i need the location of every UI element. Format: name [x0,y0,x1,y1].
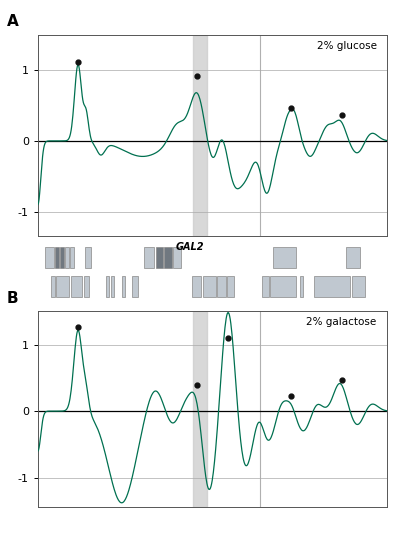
Bar [122,276,125,297]
Bar [203,276,215,297]
Bar [132,276,138,297]
Bar [156,246,163,267]
Bar [45,246,53,267]
Text: GAL2: GAL2 [176,242,204,252]
Bar [352,276,365,297]
Text: B: B [6,291,18,306]
Bar [55,246,59,267]
Bar [144,246,154,267]
Bar [217,276,227,297]
Bar [106,276,109,297]
Bar [193,35,207,236]
Text: 2% glucose: 2% glucose [316,41,377,51]
Bar [263,276,269,297]
Bar [300,276,303,297]
Bar [273,246,296,267]
Bar [111,276,114,297]
Bar [84,276,89,297]
Bar [270,276,296,297]
Bar [314,276,350,297]
Bar [51,276,55,297]
Bar [192,276,201,297]
Bar [56,276,69,297]
Bar [71,276,82,297]
Bar [164,246,172,267]
Bar [193,311,207,507]
Bar [346,246,361,267]
Bar [173,246,181,267]
Bar [227,276,234,297]
Bar [85,246,91,267]
Text: A: A [6,14,18,29]
Bar [70,246,74,267]
Bar [65,246,69,267]
Text: 2% galactose: 2% galactose [306,317,377,328]
Bar [59,246,64,267]
